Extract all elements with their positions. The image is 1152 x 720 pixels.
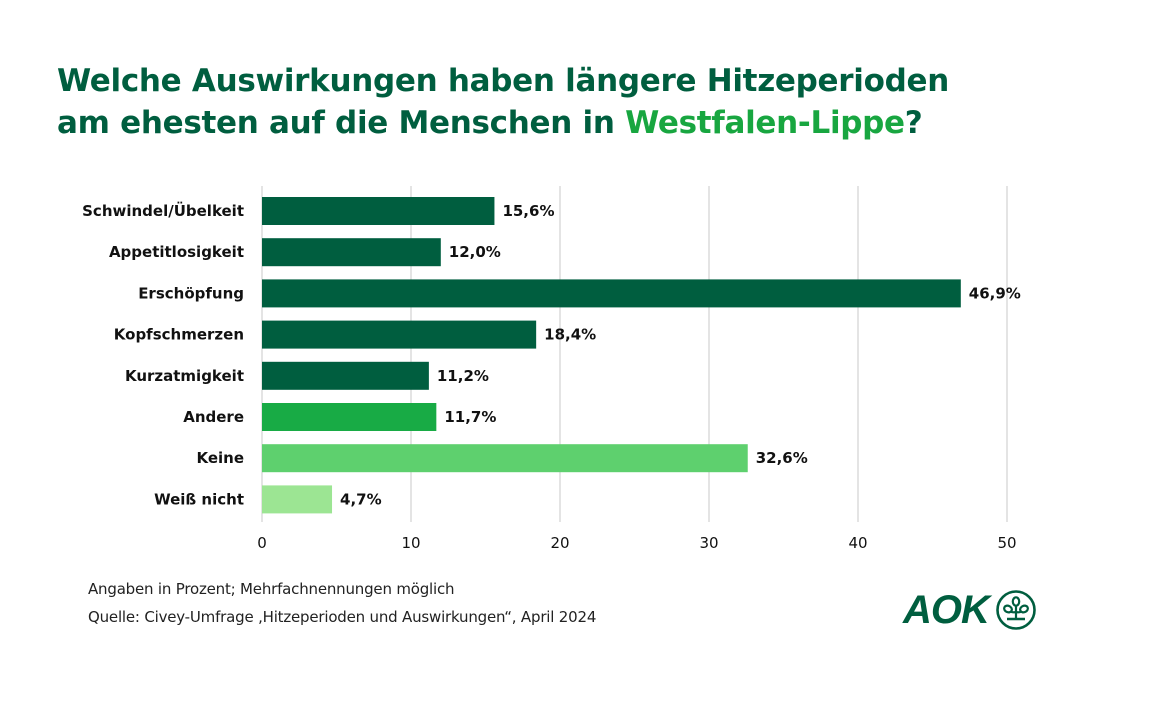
- x-tick-label: 30: [699, 534, 718, 552]
- value-labels: 15,6% 12,0% 46,9% 18,4% 11,2% 11,7% 32,6% 4,7%: [340, 202, 1021, 508]
- footnote-units: Angaben in Prozent; Mehrfachnennungen mö…: [88, 580, 455, 598]
- value-label: 4,7%: [340, 490, 382, 508]
- x-tick-label: 10: [401, 534, 420, 552]
- title-line-2-suffix: ?: [904, 105, 923, 141]
- title-line-1: Welche Auswirkungen haben längere Hitzep…: [57, 63, 949, 99]
- footnote-source: Quelle: Civey-Umfrage ‚Hitzeperioden und…: [88, 608, 597, 626]
- bar: [262, 320, 537, 349]
- category-label: Andere: [183, 408, 244, 426]
- bar: [262, 444, 748, 473]
- category-label: Erschöpfung: [138, 284, 244, 302]
- category-label: Schwindel/Übelkeit: [82, 201, 244, 220]
- x-tick-label: 50: [997, 534, 1016, 552]
- value-label: 12,0%: [449, 243, 501, 261]
- bars: [262, 197, 961, 514]
- category-label: Appetitlosigkeit: [109, 243, 244, 261]
- bar: [262, 403, 437, 431]
- value-label: 18,4%: [544, 326, 596, 344]
- category-label: Weiß nicht: [154, 490, 244, 508]
- bar: [262, 238, 441, 267]
- title-line-2: am ehesten auf die Menschen in Westfalen…: [57, 102, 1057, 144]
- bar: [262, 279, 961, 308]
- category-label: Kurzatmigkeit: [125, 367, 244, 385]
- aok-logo: AOK: [903, 588, 1037, 632]
- bar: [262, 361, 429, 390]
- title-region-highlight: Westfalen-Lippe: [625, 105, 905, 141]
- value-label: 46,9%: [969, 284, 1021, 302]
- value-label: 15,6%: [502, 202, 554, 220]
- value-label: 11,2%: [437, 367, 489, 385]
- bar: [262, 197, 495, 225]
- x-axis-tick-labels: 0 10 20 30 40 50: [257, 534, 1016, 552]
- x-tick-label: 20: [550, 534, 569, 552]
- aok-tree-icon: [996, 590, 1036, 630]
- category-label: Kopfschmerzen: [114, 326, 244, 344]
- title-line-2-prefix: am ehesten auf die Menschen in: [57, 105, 626, 141]
- logo-text: AOK: [903, 588, 990, 632]
- value-label: 32,6%: [756, 449, 808, 467]
- bar: [262, 485, 333, 514]
- category-label: Keine: [196, 449, 244, 467]
- category-labels: Schwindel/Übelkeit Appetitlosigkeit Erschö…: [82, 201, 244, 508]
- chart-title: Welche Auswirkungen haben längere Hitzep…: [57, 60, 1057, 144]
- x-tick-label: 0: [257, 534, 267, 552]
- value-label: 11,7%: [444, 408, 496, 426]
- x-tick-label: 40: [848, 534, 867, 552]
